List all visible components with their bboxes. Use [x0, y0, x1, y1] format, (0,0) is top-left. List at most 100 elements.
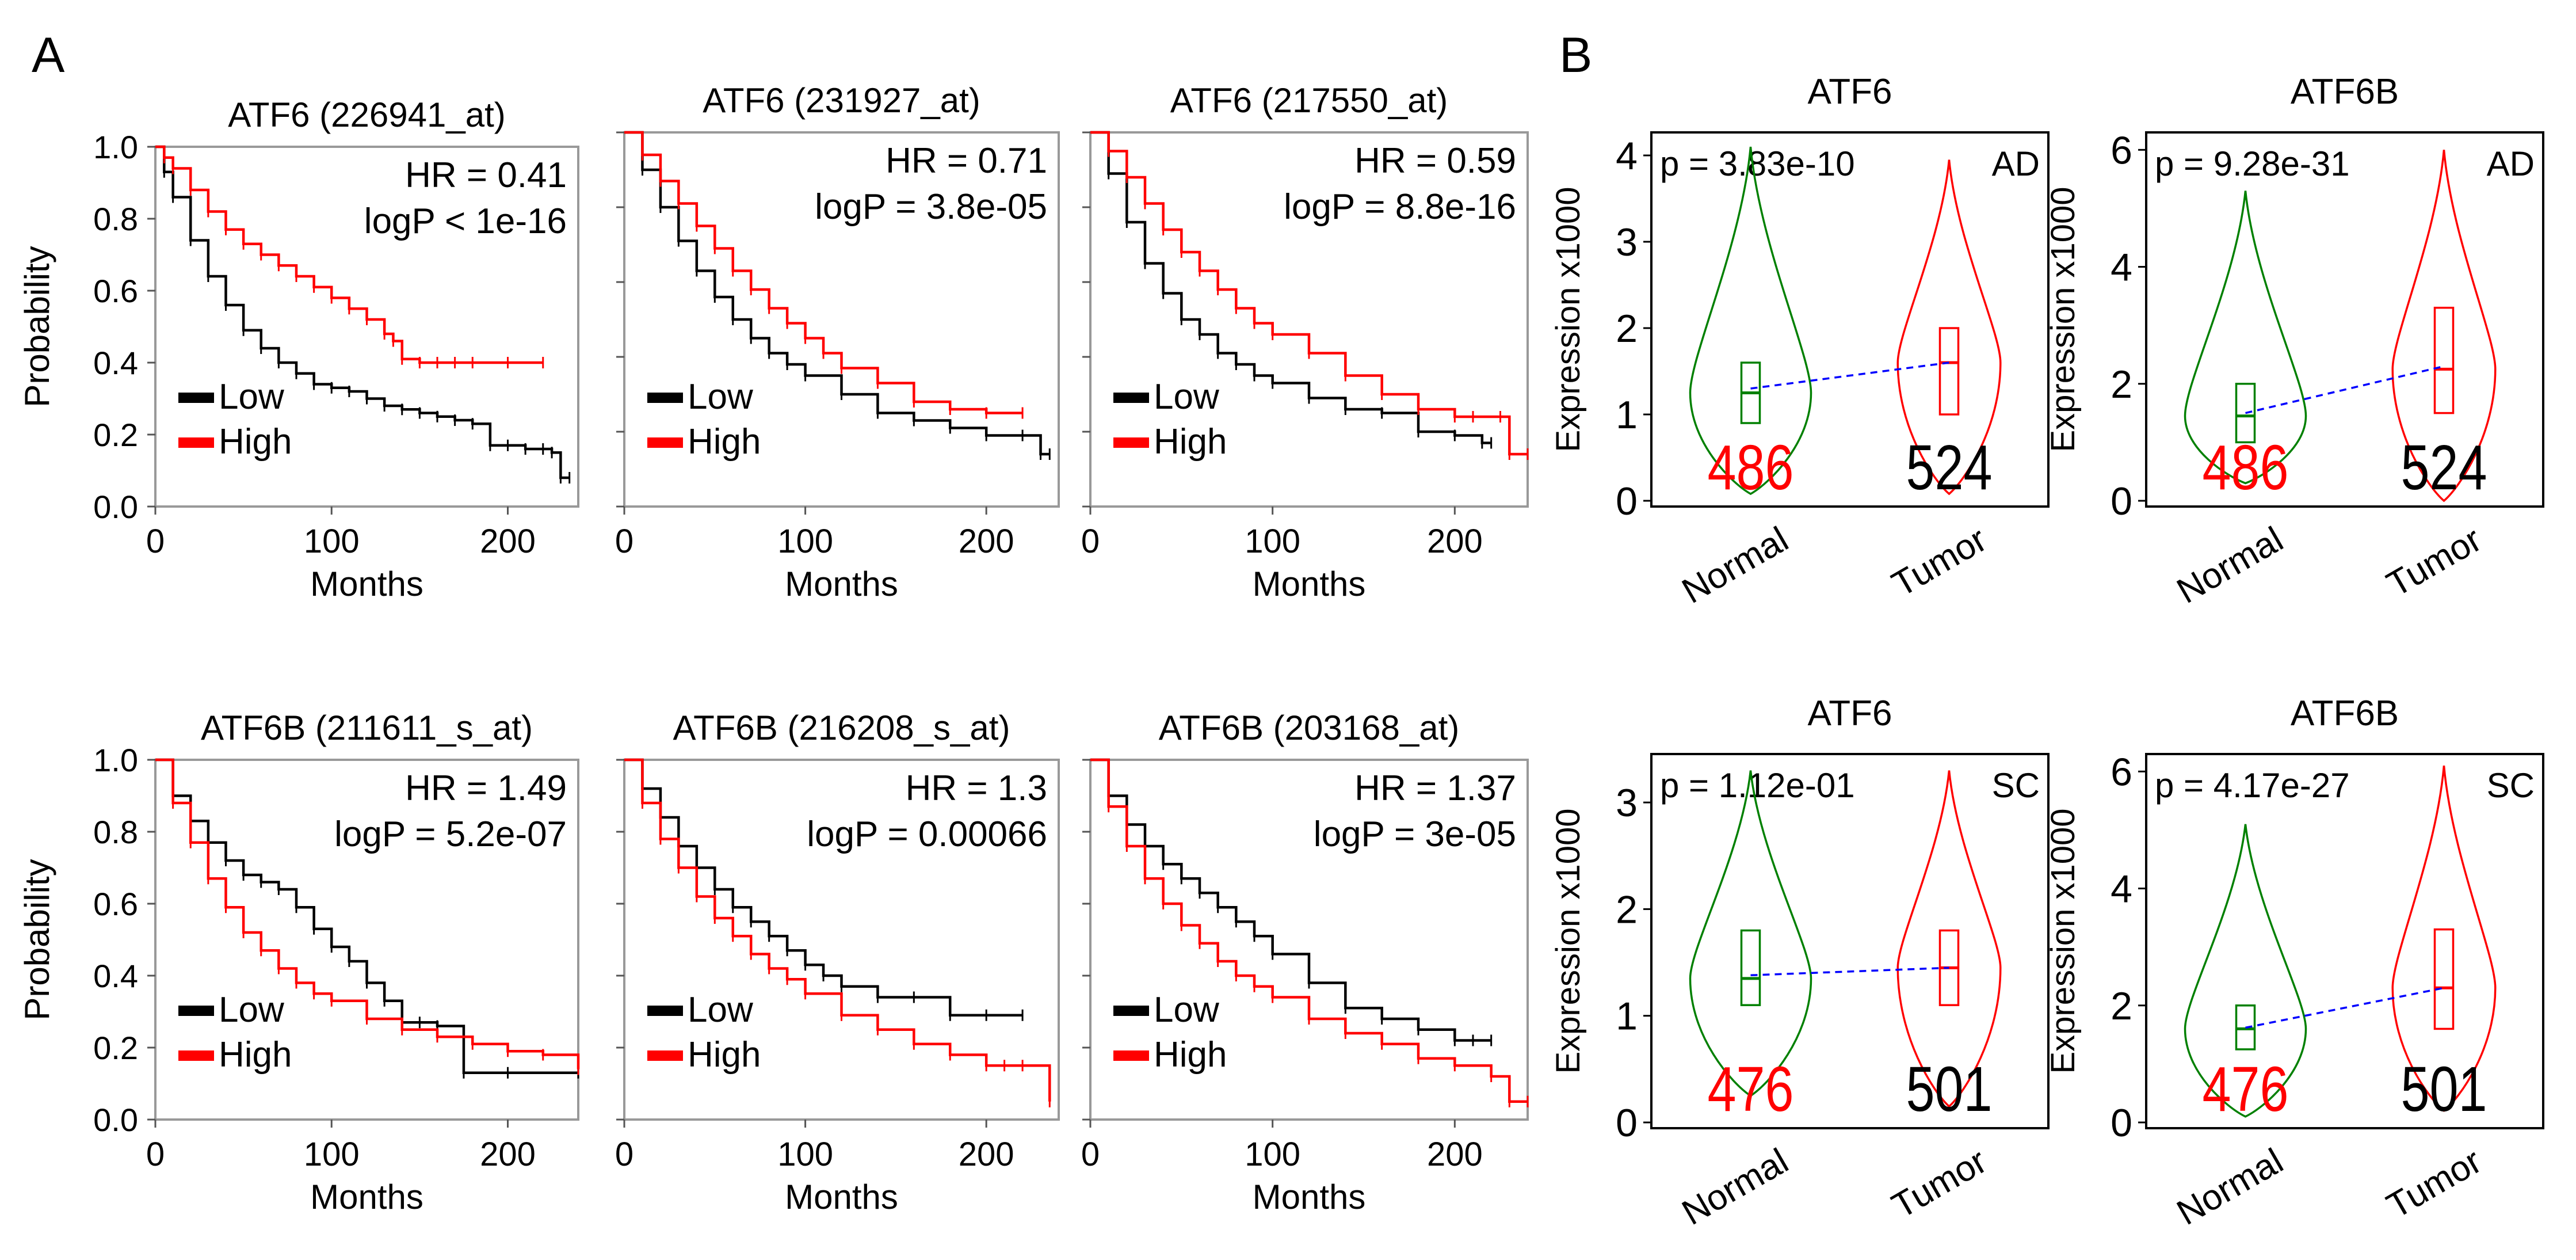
violin-title: ATF6B	[2291, 694, 2399, 733]
x-tick-label: 200	[1427, 1136, 1483, 1173]
category-label-tumor: Tumor	[2380, 1141, 2489, 1226]
x-axis-label: Months	[1253, 1178, 1366, 1216]
logp-value: logP = 3.8e-05	[815, 187, 1047, 227]
legend-label-low: Low	[1154, 990, 1219, 1030]
category-label-normal: Normal	[2170, 1141, 2290, 1233]
x-tick-label: 200	[1427, 523, 1483, 560]
y-tick-label: 4	[2111, 246, 2132, 290]
box-tumor	[2433, 928, 2455, 1030]
km-title: ATF6 (231927_at)	[703, 81, 980, 120]
series-high-curve	[624, 131, 1023, 414]
x-tick-label: 0	[1081, 1136, 1100, 1173]
series-low-curve	[624, 131, 1050, 456]
y-tick-label: 0	[1616, 1101, 1638, 1145]
y-tick-label: 2	[1616, 888, 1638, 931]
x-axis-label: Months	[310, 565, 423, 603]
category-label-tumor: Tumor	[2380, 519, 2489, 604]
hr-value: HR = 0.59	[1354, 141, 1516, 181]
y-tick-label: 0.4	[93, 345, 138, 381]
km-title: ATF6B (211611_s_at)	[201, 709, 533, 747]
km-plot-frame	[1089, 759, 1529, 1121]
y-tick-label: 0.0	[93, 489, 138, 525]
legend-swatch-low	[178, 393, 214, 403]
category-label-normal: Normal	[1676, 519, 1795, 611]
violin-plot-frame	[2145, 131, 2544, 508]
logp-value: logP = 0.00066	[807, 814, 1047, 854]
y-tick-label: 0.0	[93, 1102, 138, 1138]
legend-swatch-low	[1113, 1006, 1149, 1016]
x-tick-label: 100	[1245, 523, 1300, 560]
violin-chart-4: ATF6B 0 2 4 6 Expression x1000 p = 4.17e-27 SC 4…	[2044, 694, 2544, 1233]
box-normal	[2235, 383, 2256, 444]
x-tick-label: 100	[777, 1136, 833, 1173]
p-value: p = 3.83e-10	[1660, 144, 1855, 183]
km-plot-frame	[154, 759, 579, 1121]
legend-label-high: High	[688, 1035, 761, 1075]
y-tick-label: 0.6	[93, 273, 138, 309]
km-plot-frame	[623, 759, 1060, 1121]
y-tick-label: 6	[2111, 750, 2132, 794]
legend-swatch-high	[178, 1050, 214, 1061]
count-tumor: 501	[2401, 1054, 2487, 1125]
km-title: ATF6B (216208_s_at)	[673, 709, 1010, 747]
x-axis-label: Months	[785, 1178, 898, 1216]
p-value: p = 9.28e-31	[2155, 144, 2350, 183]
hr-value: HR = 0.41	[405, 155, 567, 195]
hr-value: HR = 1.37	[1354, 768, 1516, 808]
y-tick-label: 0.8	[93, 201, 138, 237]
logp-value: logP = 8.8e-16	[1284, 187, 1516, 227]
y-tick-label: 0	[2111, 1101, 2132, 1145]
km-chart-6: ATF6B (203168_at) 0 100 200 Months HR = 1.37 l…	[1081, 709, 1529, 1216]
series-high-curve	[155, 758, 580, 1069]
violin-plot-frame	[1650, 131, 2050, 508]
x-tick-label: 0	[615, 1136, 633, 1173]
count-tumor: 524	[1906, 432, 1993, 503]
violin-plot-frame	[1650, 753, 2050, 1129]
legend-swatch-low	[647, 1006, 683, 1016]
x-axis-label: Months	[310, 1178, 423, 1216]
panel-label-a: A	[32, 28, 65, 83]
subtype-label: SC	[2487, 766, 2535, 805]
category-label-normal: Normal	[1676, 1141, 1795, 1233]
violin-tumor	[2391, 150, 2497, 503]
y-tick-label: 0	[2111, 479, 2132, 523]
count-tumor: 501	[1906, 1054, 1993, 1125]
legend-swatch-low	[647, 393, 683, 403]
category-label-tumor: Tumor	[1886, 519, 1994, 604]
logp-value: logP = 3e-05	[1314, 814, 1516, 854]
legend-label-high: High	[688, 422, 761, 462]
series-low-curve	[155, 145, 570, 479]
km-chart-5: ATF6B (216208_s_at) 0 100 200 Months HR = 1.3…	[615, 709, 1060, 1216]
km-plot-frame	[623, 131, 1060, 508]
panel-label-b: B	[1559, 28, 1592, 83]
legend-label-high: High	[219, 422, 292, 462]
hr-value: HR = 0.71	[886, 141, 1047, 181]
legend-label-low: Low	[219, 377, 284, 417]
legend-swatch-high	[1113, 437, 1149, 448]
x-tick-label: 200	[480, 1136, 536, 1173]
violin-title: ATF6B	[2291, 72, 2399, 112]
km-plot-frame	[1089, 131, 1529, 508]
violin-tumor	[1896, 159, 2002, 496]
box-normal	[2235, 1004, 2256, 1050]
x-tick-label: 100	[304, 523, 360, 560]
legend-label-low: Low	[688, 377, 753, 417]
mean-connector-line	[1750, 966, 1949, 977]
km-chart-4: ATF6B (211611_s_at) 0 100 200 Months 0.0 0.2 0.…	[18, 709, 580, 1216]
violin-normal	[2184, 824, 2307, 1118]
violin-normal	[1689, 146, 1812, 496]
legend-label-high: High	[219, 1035, 292, 1075]
y-tick-label: 3	[1616, 781, 1638, 825]
y-tick-label: 2	[2111, 363, 2132, 406]
y-tick-label: 4	[2111, 867, 2132, 911]
category-label-tumor: Tumor	[1886, 1141, 1994, 1226]
y-tick-label: 3	[1616, 220, 1638, 264]
legend-swatch-low	[178, 1006, 214, 1016]
km-chart-1: ATF6 (226941_at) 0 100 200 Months 0.0 0.2 0.4 0.…	[18, 96, 579, 603]
y-axis-label: Expression x1000	[2044, 808, 2082, 1074]
km-chart-2: ATF6 (231927_at) 0 100 200 Months HR = 0.71 lo…	[615, 81, 1060, 603]
y-tick-label: 0.4	[93, 958, 138, 994]
x-tick-label: 100	[304, 1136, 360, 1173]
y-axis-label: Expression x1000	[2044, 186, 2082, 452]
legend-swatch-high	[178, 437, 214, 448]
